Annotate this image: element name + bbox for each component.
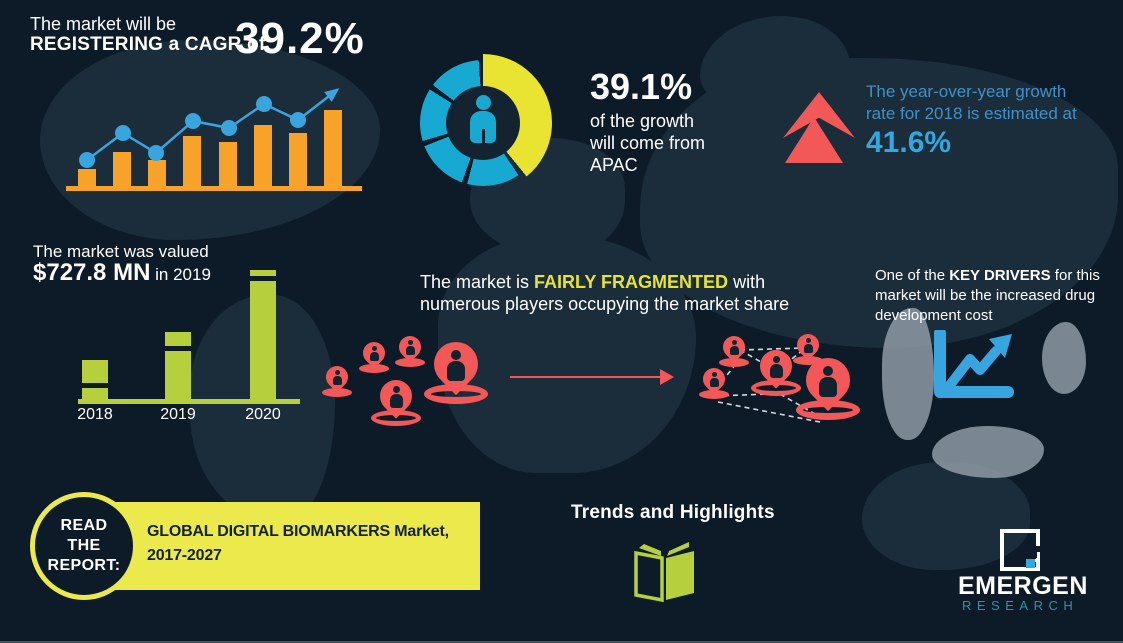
valuation-year-label: 2019 (160, 406, 196, 423)
person-icon-legs (481, 129, 485, 143)
map-pin-icon (321, 361, 353, 400)
trend-line-arrow-icon (79, 88, 340, 168)
cagr-bar (148, 160, 167, 186)
map-islands-light (882, 308, 934, 440)
map-pin-icon (371, 373, 421, 428)
flow-arrow-head (660, 369, 674, 385)
valuation-value: $727.8 MN (33, 259, 151, 286)
map-pin-icon (394, 331, 426, 370)
valuation-value-line: $727.8 MN in 2019 (33, 259, 211, 287)
cagr-value: 39.2% (235, 14, 365, 63)
valuation-chart-baseline (78, 399, 300, 404)
apac-donut-chart (414, 54, 552, 192)
open-book-icon (634, 542, 694, 603)
person-icon (475, 95, 491, 110)
valuation-intro: The market was valued (33, 242, 209, 261)
bottom-divider (0, 641, 1123, 643)
valuation-year-label: 2020 (245, 406, 281, 423)
valuation-year-labels: 2018 2019 2020 (77, 406, 300, 424)
report-title: GLOBAL DIGITAL BIOMARKERS Market, 2017-2… (147, 523, 449, 564)
valuation-bar (250, 270, 276, 400)
apac-value: 39.1% (590, 66, 693, 107)
apac-description: of the growth will come from APAC (590, 111, 706, 175)
map-pin-icon (792, 329, 824, 368)
valuation-bar-chart (78, 269, 300, 400)
flow-arrow-line (510, 376, 662, 378)
valuation-bar (165, 332, 191, 400)
growth-chart-icon (934, 330, 1014, 398)
cagr-bar (288, 133, 307, 186)
report-banner[interactable]: GLOBAL DIGITAL BIOMARKERS Market, 2017-2… (110, 502, 480, 590)
cagr-bar-chart (78, 109, 342, 186)
cagr-bar (78, 169, 96, 186)
fragmented-text-line1: The market is FAIRLY FRAGMENTED with (420, 272, 766, 292)
brand-subname: RESEARCH (962, 598, 1079, 613)
yoy-description: The year-over-year growth rate for 2018 … (866, 82, 1077, 123)
read-report-badge-text: READ THE REPORT: (47, 517, 121, 574)
map-pin-icon (698, 363, 730, 402)
cagr-bar (218, 142, 237, 186)
fragmented-highlight: FAIRLY FRAGMENTED (534, 272, 729, 292)
cagr-bar (183, 136, 202, 186)
map-islands-light (932, 426, 1044, 478)
cagr-text-line1: The market will be (30, 14, 177, 34)
key-drivers-highlight: KEY DRIVERS (949, 267, 1051, 284)
cagr-bar (253, 125, 272, 186)
map-asia (640, 58, 1118, 348)
map-islands-light (1042, 322, 1086, 394)
map-pin-icon (751, 343, 801, 398)
cagr-bar (323, 110, 342, 186)
fragmented-text-line2: numerous players occupying the market sh… (420, 294, 790, 314)
valuation-suffix: in 2019 (150, 265, 211, 284)
valuation-bar (82, 360, 108, 400)
cagr-text-line2: REGISTERING a CAGR of (30, 34, 266, 55)
trends-heading: Trends and Highlights (571, 502, 775, 523)
map-pin-icon (796, 348, 860, 424)
logo-cyan-mark (1026, 559, 1035, 568)
map-pin-icon (358, 337, 390, 376)
valuation-year-label: 2018 (77, 406, 113, 423)
brand-name: EMERGEN (958, 572, 1088, 600)
read-report-badge[interactable]: READ THE REPORT: (30, 492, 138, 600)
cagr-chart-baseline (66, 186, 362, 191)
cagr-bar (113, 152, 132, 186)
map-pin-icon (424, 332, 488, 408)
map-africa (438, 235, 696, 473)
key-drivers-text: One of the KEY DRIVERS for this market w… (875, 267, 1100, 324)
yoy-value: 41.6% (866, 126, 952, 159)
map-pin-icon (718, 331, 750, 370)
